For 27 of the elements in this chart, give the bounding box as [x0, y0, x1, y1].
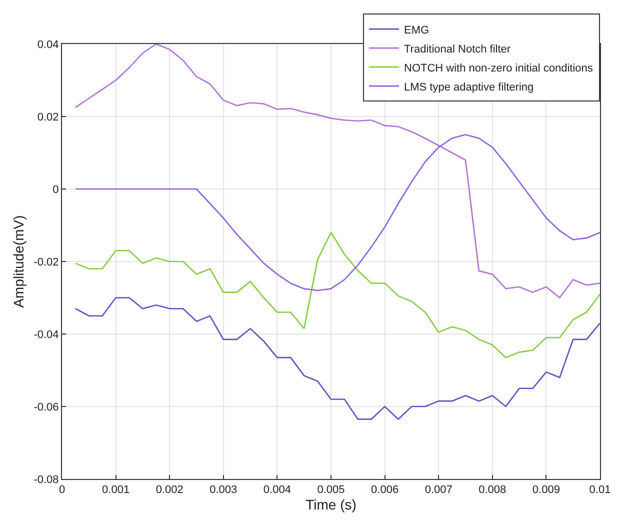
x-tick-label: 0.008: [478, 484, 506, 496]
x-tick-label: 0.004: [263, 484, 291, 496]
line-series: [74, 44, 600, 298]
line-series: [74, 297, 600, 420]
x-tick-label: 0.001: [102, 484, 130, 496]
x-axis-title: Time (s): [306, 496, 356, 512]
y-tick-label: -0.02: [34, 256, 59, 268]
legend-label: NOTCH with non-zero initial conditions: [404, 62, 594, 74]
y-tick-label: 0.02: [37, 111, 59, 124]
x-tick-label: 0.01: [589, 484, 611, 496]
y-tick-label: -0.04: [34, 328, 59, 341]
legend-label: LMS type adaptive filtering: [404, 81, 534, 94]
line-series: [74, 232, 600, 358]
legend-label: EMG: [404, 24, 430, 36]
x-tick-label: 0.002: [156, 484, 184, 496]
x-tick-label: 0.007: [424, 484, 452, 496]
line-series: [74, 134, 600, 292]
y-axis-title: Amplitude(mV): [10, 215, 26, 308]
y-tick-label: -0.06: [34, 401, 59, 414]
y-tick-label: 0: [52, 184, 59, 196]
y-tick-label: 0.04: [37, 38, 59, 51]
x-tick-label: 0.005: [317, 484, 345, 496]
x-tick-label: 0.006: [371, 484, 399, 496]
x-tick-label: 0.003: [210, 484, 238, 496]
legend-label: Traditional Notch filter: [404, 43, 511, 56]
x-tick-label: 0.009: [532, 484, 560, 496]
y-tick-label: -0.08: [34, 474, 59, 486]
